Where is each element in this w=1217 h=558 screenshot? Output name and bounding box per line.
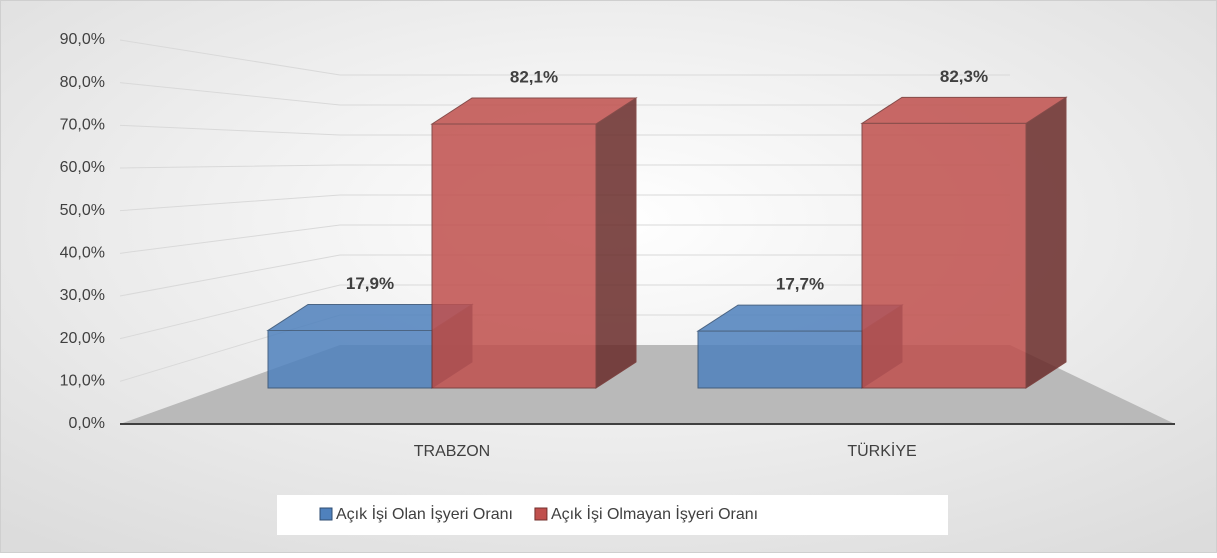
bar-side [595,97,637,389]
data-label: 17,9% [346,274,394,293]
legend-swatch [534,507,548,521]
bar [430,97,638,389]
legend-label: Açık İşi Olmayan İşyeri Oranı [551,504,758,523]
y-tick-label: 80,0% [60,74,105,91]
legend-label: Açık İşi Olan İşyeri Oranı [336,504,513,523]
y-tick-label: 30,0% [60,287,105,304]
grid-line [119,254,1010,297]
y-tick-label: 90,0% [60,31,105,48]
data-label: 17,7% [776,275,824,294]
bar [860,96,1068,389]
legend-swatch [319,507,333,521]
grid-line [119,82,1010,106]
bar-front [697,330,863,389]
bar-front [267,329,433,389]
bar-front [431,123,597,389]
y-tick-label: 50,0% [60,202,105,219]
x-tick-label: TÜRKİYE [847,441,916,460]
grid-line [119,224,1010,254]
grid-line [119,284,1010,340]
y-tick-label: 70,0% [60,117,105,134]
x-tick-label: TRABZON [414,443,490,460]
bar-side [1025,96,1067,389]
legend [277,495,948,535]
grid-line [119,164,1010,169]
data-label: 82,3% [940,67,988,86]
y-tick-label: 40,0% [60,245,105,262]
y-tick-label: 20,0% [60,330,105,347]
grid-line [119,124,1010,136]
grid-line [119,39,1010,76]
y-tick-label: 60,0% [60,159,105,176]
y-tick-label: 0,0% [69,415,105,432]
bar-front [861,122,1027,389]
data-label: 82,1% [510,67,558,86]
grid-line [119,194,1010,212]
y-tick-label: 10,0% [60,373,105,390]
